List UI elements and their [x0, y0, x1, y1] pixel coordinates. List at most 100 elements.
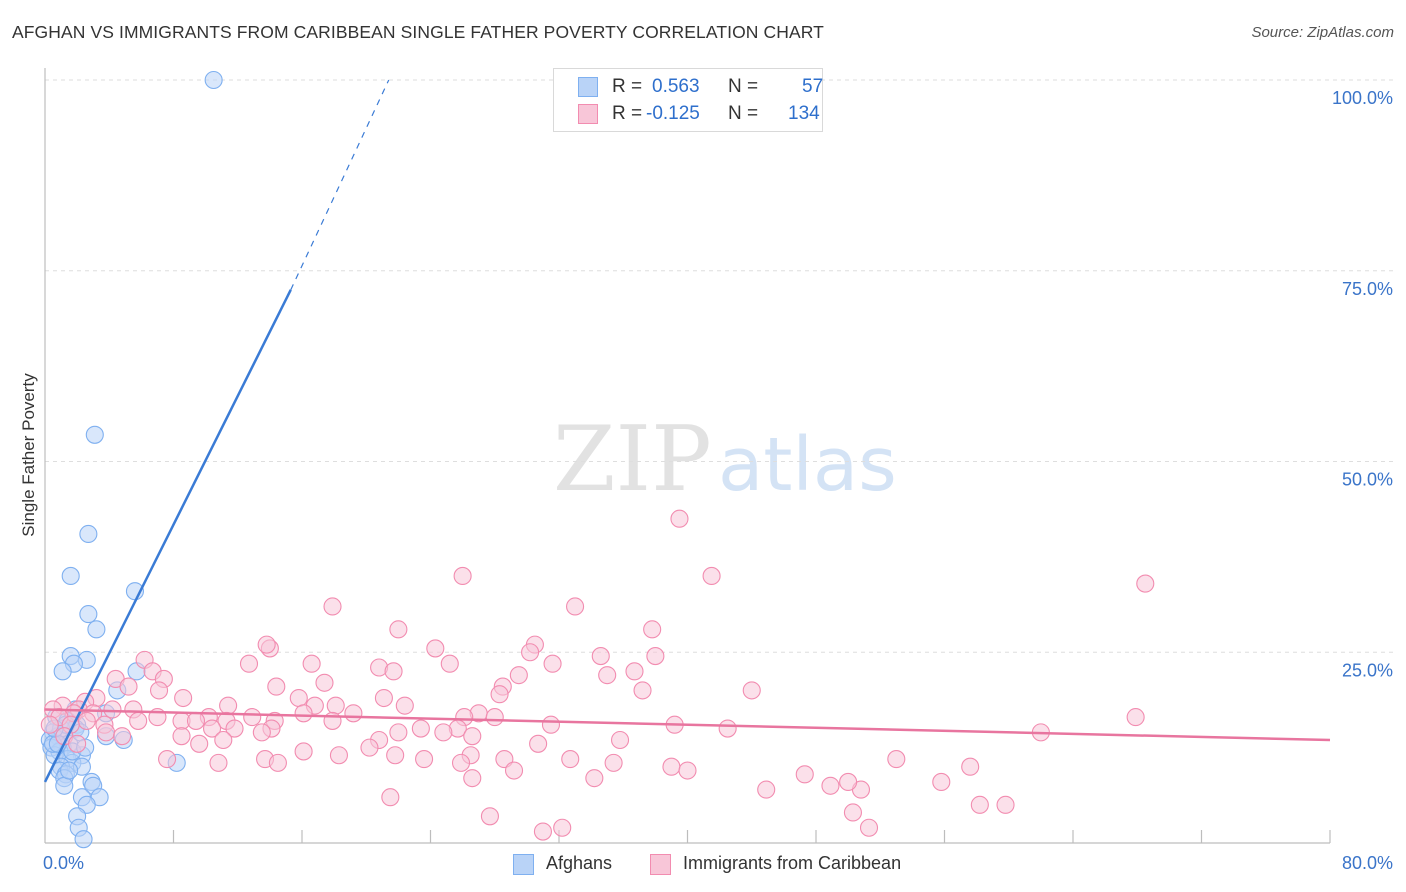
r-value: -0.125: [646, 103, 700, 124]
caribbean-point: [395, 696, 414, 715]
caribbean-point: [172, 727, 191, 746]
caribbean-point: [521, 643, 540, 662]
caribbean-point: [426, 639, 445, 658]
caribbean-point: [289, 688, 308, 708]
afghans-legend-swatch: [513, 854, 534, 875]
y-tick-label: 100.0%: [1332, 88, 1393, 108]
caribbean-point: [386, 746, 405, 765]
n-value: 57: [802, 76, 824, 97]
n-label: N =: [728, 103, 759, 124]
n-label: N =: [728, 76, 759, 97]
afghans-swatch: [578, 77, 598, 97]
caribbean-point: [119, 677, 138, 696]
caribbean-point: [970, 795, 989, 814]
caribbean-point: [463, 727, 482, 746]
caribbean-point: [646, 647, 665, 666]
caribbean-point: [294, 704, 313, 723]
r-label: R =: [612, 103, 643, 124]
caribbean-trend-line: [44, 708, 1331, 742]
caribbean-point: [451, 753, 471, 772]
afghans-point: [79, 605, 98, 624]
caribbean-point: [323, 597, 342, 616]
caribbean-point: [129, 711, 148, 730]
caribbean-point: [633, 681, 652, 700]
caribbean-point: [267, 677, 286, 696]
caribbean-point: [103, 700, 122, 719]
n-value: 134: [788, 103, 820, 124]
caribbean-point: [77, 711, 96, 730]
caribbean-point: [411, 719, 430, 738]
trend-lines: [43, 79, 1331, 783]
y-tick-label: 75.0%: [1342, 279, 1393, 299]
caribbean-point: [795, 765, 814, 784]
caribbean-point: [742, 681, 761, 700]
caribbean-point: [257, 635, 276, 654]
caribbean-point: [315, 673, 334, 692]
caribbean-point: [329, 746, 348, 765]
caribbean-point: [113, 727, 132, 746]
afghans-trend-extension: [290, 79, 390, 291]
caribbean-point: [374, 688, 393, 708]
caribbean-point: [344, 704, 363, 723]
y-tick-label: 25.0%: [1342, 660, 1393, 680]
caribbean-point: [678, 761, 697, 780]
r-value: 0.563: [652, 76, 700, 97]
caribbean-point: [68, 734, 87, 753]
caribbean-point: [859, 818, 879, 837]
caribbean-point: [302, 654, 321, 673]
caribbean-point: [932, 772, 951, 792]
caribbean-point: [610, 730, 630, 750]
caribbean-point: [480, 807, 499, 826]
caribbean-point: [504, 761, 524, 780]
caribbean-swatch: [578, 104, 598, 124]
afghans-point: [55, 776, 74, 795]
caribbean-point: [670, 509, 689, 528]
caribbean-point: [887, 750, 906, 769]
caribbean-point: [440, 654, 459, 673]
afghans-point: [204, 70, 223, 90]
caribbean-point: [174, 688, 193, 708]
caribbean-point: [702, 566, 721, 586]
caribbean-point: [541, 715, 561, 734]
caribbean-legend-swatch: [650, 854, 671, 875]
caribbean-point: [243, 708, 262, 727]
caribbean-point: [996, 795, 1015, 814]
caribbean-point: [843, 803, 862, 822]
grid-lines: [45, 79, 1393, 653]
caribbean-point: [1126, 708, 1145, 727]
caribbean-point: [1136, 574, 1155, 593]
caribbean-point: [40, 715, 59, 734]
caribbean-point: [252, 723, 271, 742]
caribbean-point: [662, 757, 681, 776]
caribbean-point: [190, 734, 209, 753]
caribbean-point: [389, 723, 408, 742]
stats-legend: R = 0.563 N = 57 R = -0.125 N = 134: [553, 68, 823, 132]
caribbean-point: [326, 696, 345, 715]
caribbean-point: [625, 662, 644, 681]
caribbean-point: [294, 742, 313, 761]
caribbean-point: [485, 708, 504, 727]
afghans-point: [60, 761, 79, 780]
caribbean-legend-label: Immigrants from Caribbean: [683, 853, 902, 873]
caribbean-point: [360, 738, 379, 757]
x-tick-labels: 0.0% 80.0%: [43, 853, 1393, 873]
x-tick-label: 0.0%: [43, 853, 84, 873]
x-tick-label: 80.0%: [1342, 853, 1393, 873]
y-tick-label: 50.0%: [1342, 470, 1393, 490]
caribbean-point: [961, 757, 980, 776]
caribbean-point: [490, 685, 509, 704]
caribbean-point: [529, 734, 548, 753]
caribbean-point: [757, 780, 776, 799]
caribbean-point: [381, 788, 400, 807]
caribbean-point: [415, 750, 434, 769]
caribbean-point: [203, 719, 222, 738]
caribbean-point: [434, 723, 453, 742]
caribbean-point: [561, 750, 580, 769]
caribbean-point: [591, 647, 610, 666]
caribbean-point: [384, 662, 403, 681]
afghans-legend-label: Afghans: [546, 853, 613, 873]
caribbean-point: [643, 620, 662, 639]
caribbean-point: [463, 769, 482, 788]
afghans-point: [87, 620, 106, 639]
caribbean-point: [553, 818, 572, 837]
